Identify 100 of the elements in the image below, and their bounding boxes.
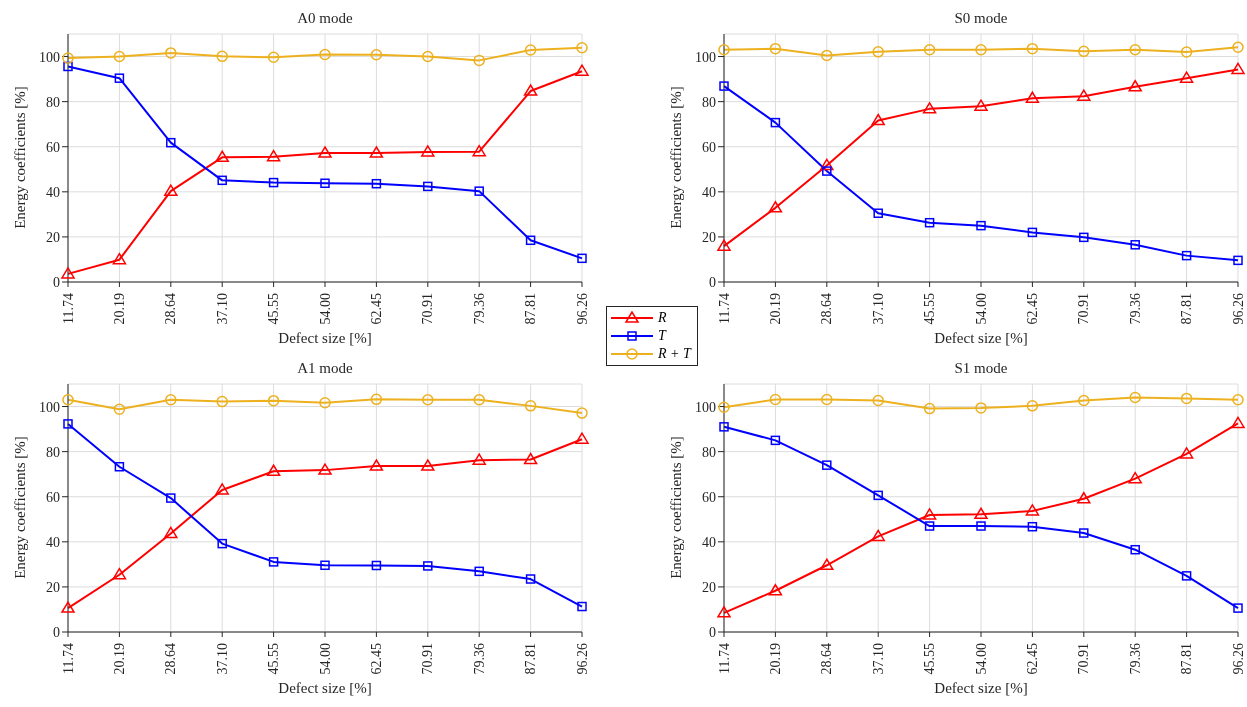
point — [924, 521, 935, 531]
point — [525, 574, 536, 584]
point — [976, 521, 986, 531]
x-tick-label: 70.91 — [420, 293, 436, 325]
point — [63, 419, 73, 429]
point — [474, 566, 484, 577]
point — [318, 146, 332, 158]
point — [975, 44, 987, 56]
point — [1130, 240, 1140, 250]
point — [217, 175, 227, 186]
x-tick-label: 79.36 — [471, 643, 487, 675]
point — [1027, 227, 1038, 238]
x-tick-label: 62.45 — [1024, 293, 1040, 325]
y-tick-label: 100 — [39, 49, 60, 65]
point — [1026, 42, 1039, 55]
x-tick-label: 20.19 — [767, 293, 783, 325]
point — [164, 184, 178, 196]
x-tick-label: 28.64 — [163, 643, 179, 675]
x-tick-label: 54.00 — [317, 293, 333, 325]
point — [369, 146, 384, 158]
point — [423, 561, 433, 571]
point — [871, 529, 885, 542]
point — [975, 402, 987, 414]
point — [976, 220, 986, 231]
y-tick-label: 80 — [702, 94, 716, 110]
point — [719, 81, 729, 91]
y-tick-label: 0 — [709, 274, 716, 290]
y-axis-title: Energy coefficients [%] — [11, 85, 29, 229]
y-tick-label: 60 — [46, 489, 60, 505]
point — [922, 102, 937, 114]
point — [166, 493, 176, 503]
point — [371, 560, 382, 571]
point — [717, 606, 731, 618]
x-tick-label: 37.10 — [214, 643, 230, 675]
point — [524, 44, 537, 56]
x-tick-label: 96.26 — [1230, 643, 1246, 675]
point — [523, 452, 538, 465]
x-tick-label: 62.45 — [1024, 643, 1040, 675]
point — [523, 84, 538, 96]
point — [1078, 45, 1090, 58]
point — [923, 402, 936, 415]
point — [1129, 391, 1141, 404]
x-tick-label: 87.81 — [1179, 293, 1195, 325]
point — [717, 239, 731, 251]
x-tick-label: 54.00 — [973, 293, 989, 325]
point — [768, 201, 783, 213]
chart-title: A0 mode — [296, 10, 354, 27]
y-axis-title: Energy coefficients [%] — [667, 435, 685, 579]
point — [318, 463, 332, 475]
point — [164, 526, 178, 539]
point — [370, 48, 383, 61]
x-tick-label: 79.36 — [471, 293, 487, 325]
y-tick-label: 60 — [702, 139, 716, 155]
x-tick-label: 45.55 — [266, 293, 282, 325]
y-axis-title: Energy coefficients [%] — [667, 85, 685, 229]
y-tick-label: 20 — [702, 579, 716, 595]
point — [472, 453, 486, 465]
point — [215, 150, 229, 163]
point — [769, 393, 782, 406]
point — [718, 401, 730, 413]
point — [422, 394, 434, 406]
x-tick-label: 37.10 — [870, 643, 886, 675]
x-tick-label: 54.00 — [317, 643, 333, 675]
point — [319, 48, 331, 61]
y-tick-label: 40 — [46, 534, 60, 550]
y-tick-label: 20 — [46, 229, 60, 245]
point — [769, 42, 782, 55]
point — [266, 149, 281, 162]
point — [873, 208, 883, 218]
point — [266, 464, 281, 476]
x-tick-label: 79.36 — [1127, 643, 1143, 675]
x-tick-label: 70.91 — [420, 643, 436, 675]
point — [61, 267, 75, 279]
point — [525, 235, 536, 246]
point — [821, 49, 833, 62]
x-tick-label: 87.81 — [523, 293, 539, 325]
y-tick-label: 100 — [39, 399, 60, 415]
point — [575, 64, 589, 76]
point — [112, 252, 127, 265]
point — [719, 422, 729, 432]
point — [320, 178, 330, 188]
point — [421, 459, 435, 471]
y-tick-label: 80 — [702, 444, 716, 460]
y-axis-title: Energy coefficients [%] — [11, 435, 29, 579]
point — [1077, 492, 1091, 504]
point — [872, 394, 884, 407]
point — [62, 394, 74, 406]
point — [821, 393, 833, 406]
point — [922, 508, 937, 520]
point — [267, 394, 280, 407]
point — [1128, 80, 1142, 92]
x-tick-label: 79.36 — [1127, 293, 1143, 325]
point — [165, 394, 177, 406]
x-tick-label: 87.81 — [523, 643, 539, 675]
x-axis-title: Defect size [%] — [933, 680, 1029, 697]
y-tick-label: 0 — [53, 274, 60, 290]
point — [165, 47, 177, 59]
y-tick-label: 100 — [695, 49, 716, 65]
x-tick-label: 45.55 — [922, 643, 938, 675]
point — [421, 145, 435, 157]
